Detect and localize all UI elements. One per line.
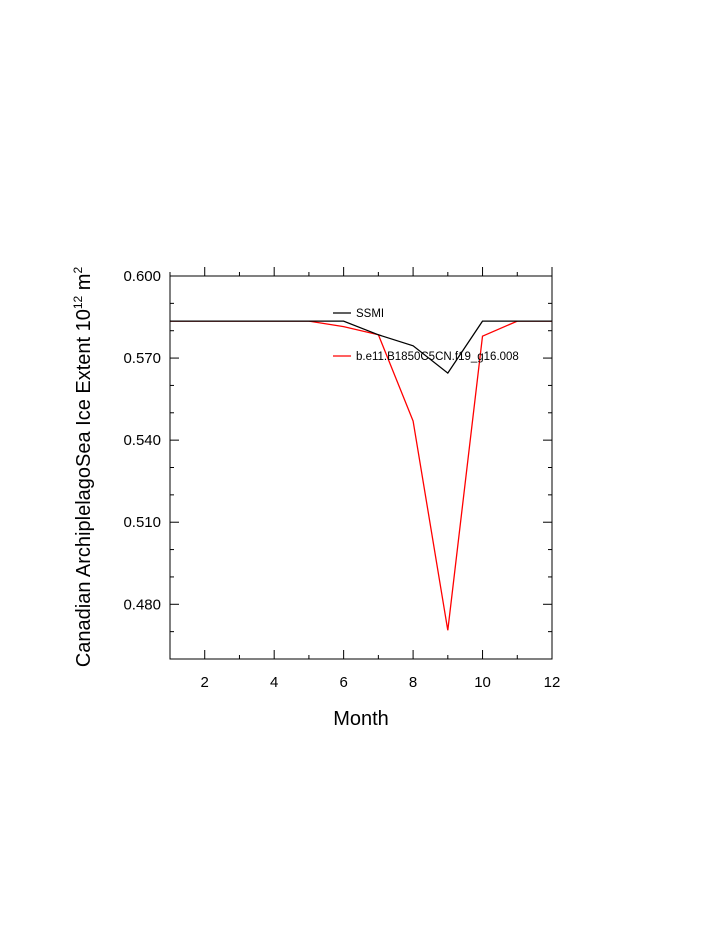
y-axis-title: Canadian ArchiplelagoSea Ice Extent 1012… [71,267,95,668]
x-tick-label: 12 [544,674,561,691]
x-tick-label: 8 [409,674,417,691]
y-axis-title-unit: m [73,274,95,296]
y-axis-title-unit-exponent: 2 [71,267,85,274]
x-tick-label: 2 [201,674,209,691]
y-axis-title-exponent: 12 [71,295,85,309]
series-lines [170,320,552,631]
y-axis-title-main: Canadian ArchiplelagoSea Ice Extent 10 [73,309,95,667]
y-tick-label: 0.540 [123,432,161,449]
plot-frame [169,275,553,660]
y-tick-label: 0.600 [123,268,161,285]
legend-label: b.e11.B1850C5CN.f19_g16.008 [356,351,519,363]
x-tick-label: 6 [339,674,347,691]
x-axis-title: Month [333,708,389,730]
series-line [170,320,552,375]
legend: SSMI b.e11.B1850C5CN.f19_g16.008 [333,308,519,363]
y-tick-label: 0.510 [123,514,161,531]
y-tick-label: 0.570 [123,350,161,367]
series-line [170,320,552,631]
axis-ticks [169,267,553,660]
x-tick-label: 10 [474,674,491,691]
tick-labels: 2 4 6 8 10 12 0.480 0.510 0.540 0.570 0.600 [123,268,560,691]
y-tick-label: 0.480 [123,596,161,613]
legend-label: SSMI [356,308,384,320]
x-tick-label: 4 [270,674,278,691]
